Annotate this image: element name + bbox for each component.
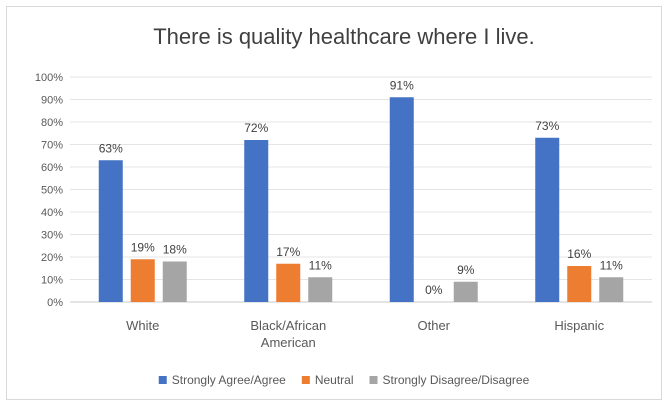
data-label: 91% <box>390 78 414 92</box>
bar <box>276 263 301 302</box>
data-label: 63% <box>99 141 123 155</box>
data-label: 72% <box>244 121 268 135</box>
bar <box>567 266 592 302</box>
bars <box>98 97 624 302</box>
bar <box>599 277 624 302</box>
legend: Strongly Agree/Agree Neutral Strongly Disa… <box>158 373 530 387</box>
gridlines <box>70 76 652 303</box>
y-tick-label: 0% <box>47 297 63 309</box>
y-tick-label: 60% <box>41 162 63 174</box>
data-label: 18% <box>163 243 187 257</box>
bar <box>453 281 478 302</box>
data-label: 19% <box>131 240 155 254</box>
data-label: 0% <box>425 283 443 297</box>
legend-swatch <box>301 376 310 384</box>
data-label: 9% <box>457 263 475 277</box>
category-label: White <box>126 318 159 333</box>
legend-swatch <box>369 376 378 384</box>
y-tick-label: 90% <box>41 95 63 107</box>
data-label: 73% <box>535 119 559 133</box>
bar <box>98 160 123 302</box>
y-tick-label: 40% <box>41 207 63 219</box>
bar <box>389 97 414 302</box>
y-tick-label: 20% <box>41 252 63 264</box>
category-label: Hispanic <box>554 318 604 333</box>
bar <box>162 261 187 302</box>
bar <box>535 137 560 302</box>
data-labels: 63% 19% 18% 72% 17% 11% 91% 0% 9% 73% 16% 11% <box>99 78 623 297</box>
data-label: 11% <box>309 258 332 272</box>
y-tick-label: 50% <box>41 185 63 197</box>
bar <box>130 259 155 302</box>
legend-swatch <box>158 376 167 384</box>
chart-title: There is quality healthcare where I live… <box>153 24 535 49</box>
legend-label: Strongly Disagree/Disagree <box>383 373 530 387</box>
y-tick-label: 100% <box>35 72 63 84</box>
data-label: 16% <box>567 247 591 261</box>
bar <box>308 277 333 302</box>
category-label: Other <box>417 318 450 333</box>
y-tick-label: 30% <box>41 230 63 242</box>
data-label: 17% <box>276 245 300 259</box>
category-label: American <box>261 335 316 350</box>
legend-label: Strongly Agree/Agree <box>172 373 286 387</box>
y-tick-label: 80% <box>41 117 63 129</box>
legend-label: Neutral <box>315 373 354 387</box>
data-label: 11% <box>600 258 623 272</box>
category-label: Black/African <box>250 318 326 333</box>
x-axis: White Black/African American Other Hispanic <box>126 318 605 350</box>
y-axis: 0% 10% 20% 30% 40% 50% 60% 70% 80% 90% 100% <box>35 72 63 309</box>
y-tick-label: 10% <box>41 275 63 287</box>
bar <box>244 140 269 302</box>
y-tick-label: 70% <box>41 140 63 152</box>
